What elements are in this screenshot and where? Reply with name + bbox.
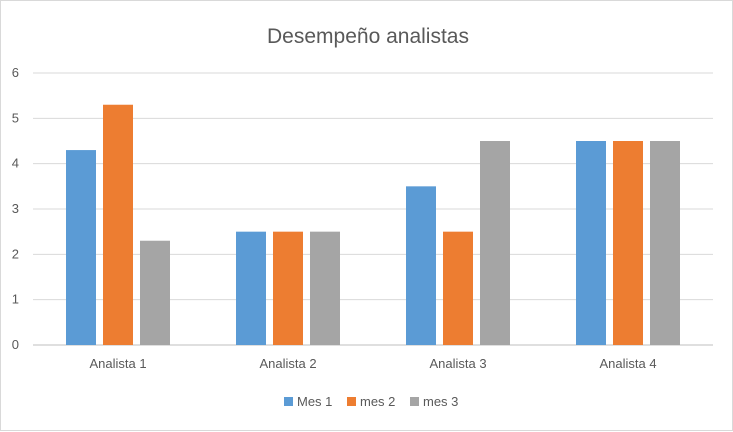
y-tick-label: 4	[12, 156, 19, 171]
legend-label: mes 3	[423, 394, 458, 409]
x-category-label: Analista 3	[429, 356, 486, 371]
bar-3-3	[480, 141, 510, 345]
x-axis-categories: Analista 1 Analista 2 Analista 3 Analista 4	[89, 356, 656, 371]
bar-1-3	[140, 240, 170, 345]
bar-1-2	[103, 104, 133, 345]
legend-swatch	[284, 397, 293, 406]
bar-1-1	[66, 150, 96, 345]
x-category-label: Analista 4	[599, 356, 656, 371]
bar-2-3	[310, 231, 340, 345]
bar-3-1	[406, 186, 436, 345]
y-axis-ticks: 0 1 2 3 4 5 6	[12, 65, 19, 352]
gridlines	[33, 72, 713, 346]
legend: Mes 1 mes 2 mes 3	[284, 394, 458, 409]
y-tick-label: 0	[12, 337, 19, 352]
y-tick-label: 5	[12, 110, 19, 125]
legend-label: mes 2	[360, 394, 395, 409]
chart-title: Desempeño analistas	[267, 25, 469, 48]
x-category-label: Analista 1	[89, 356, 146, 371]
y-tick-label: 1	[12, 292, 19, 307]
bar-2-2	[273, 231, 303, 345]
bar-4-1	[576, 141, 606, 345]
y-tick-label: 6	[12, 65, 19, 80]
legend-swatch	[347, 397, 356, 406]
bars	[66, 104, 680, 345]
y-tick-label: 3	[12, 201, 19, 216]
bar-4-2	[613, 141, 643, 345]
legend-label: Mes 1	[297, 394, 332, 409]
x-category-label: Analista 2	[259, 356, 316, 371]
bar-4-3	[650, 141, 680, 345]
bar-2-1	[236, 231, 266, 345]
bar-3-2	[443, 231, 473, 345]
legend-swatch	[410, 397, 419, 406]
y-tick-label: 2	[12, 246, 19, 261]
